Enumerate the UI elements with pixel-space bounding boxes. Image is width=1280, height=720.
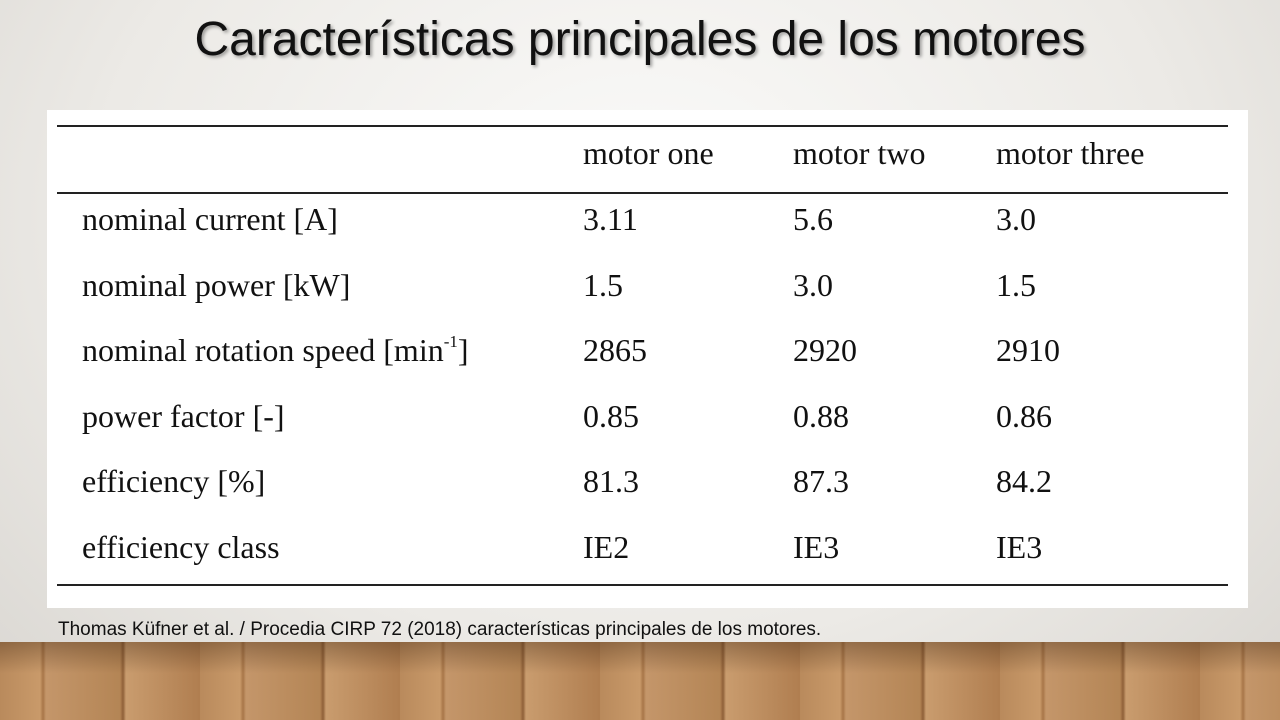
table-cell: 3.11	[583, 201, 638, 237]
table-cell: 1.5	[583, 266, 623, 303]
table-cell: 87.3	[793, 463, 849, 500]
table-cell: 0.86	[996, 397, 1052, 434]
label-text: ]	[457, 332, 469, 369]
table-cell: 2920	[793, 332, 857, 369]
caption: Thomas Küfner et al. / Procedia CIRP 72 …	[58, 619, 822, 640]
table-cell: 1.5	[996, 266, 1036, 303]
table-cell: IE2	[583, 529, 630, 565]
column-header: motor one	[583, 135, 714, 171]
table-cell: 84.2	[996, 463, 1052, 500]
row-label: efficiency [%]	[82, 461, 265, 501]
row-label: efficiency class	[82, 527, 280, 567]
label-text: nominal power [kW]	[82, 266, 351, 303]
table-cell: 2910	[996, 332, 1060, 369]
label-text: power factor [-]	[82, 397, 285, 434]
table-rule	[57, 584, 1228, 586]
row-label: nominal rotation speed [min-1]	[82, 330, 469, 370]
table-rule	[57, 125, 1228, 127]
label-text: efficiency class	[82, 529, 280, 565]
label-text: nominal current [A]	[82, 201, 338, 237]
table-cell: IE3	[996, 529, 1043, 565]
table-cell: IE3	[793, 529, 840, 565]
column-header: motor two	[793, 135, 926, 171]
table-cell: 2865	[583, 332, 647, 369]
label-text: efficiency [%]	[82, 463, 266, 500]
table-cell: 3.0	[793, 266, 833, 303]
slide-title: Características principales de los motor…	[194, 13, 1086, 66]
table-cell: 5.6	[793, 201, 833, 237]
table: motor one motor two motor three nominal cur…	[47, 110, 1248, 608]
table-cell: 3.0	[996, 201, 1036, 237]
column-header: motor three	[996, 135, 1145, 171]
superscript: -1	[443, 332, 458, 352]
table-cell: 81.3	[583, 463, 639, 500]
label-text: nominal rotation speed [min	[82, 332, 444, 369]
table-rule	[57, 192, 1228, 194]
row-label: nominal current [A]	[82, 199, 338, 239]
table-cell: 0.85	[583, 397, 639, 434]
floor	[0, 642, 1280, 720]
table-cell: 0.88	[793, 397, 849, 434]
row-label: nominal power [kW]	[82, 265, 350, 305]
row-label: power factor [-]	[82, 396, 285, 436]
